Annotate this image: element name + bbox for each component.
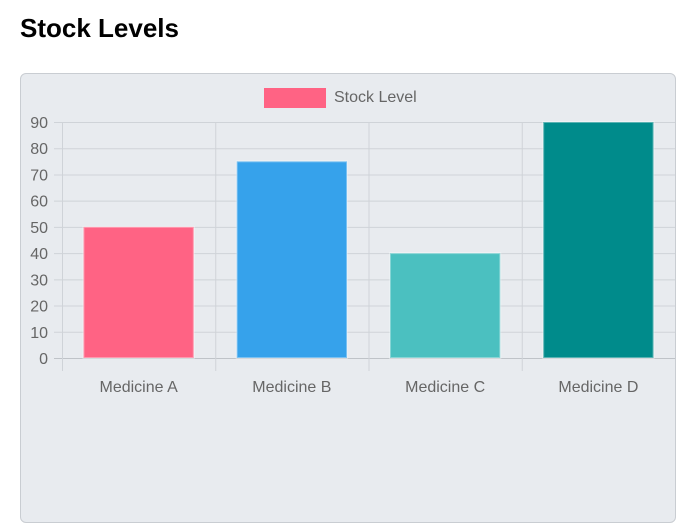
x-tick-label: Medicine B [252, 379, 331, 396]
bar [235, 160, 349, 360]
x-tick-label: Medicine D [558, 379, 638, 396]
y-tick-label: 40 [30, 246, 48, 263]
bar-chart: 0 10 20 30 40 50 60 70 80 90 Medicine A Medicine B M… [30, 115, 675, 396]
y-tick-label: 30 [30, 272, 48, 289]
legend-swatch [264, 88, 326, 108]
bar [542, 121, 655, 359]
y-tick-label: 50 [30, 220, 48, 237]
y-tick-label: 70 [30, 167, 48, 184]
y-tick-label: 90 [30, 115, 48, 132]
legend-label: Stock Level [334, 89, 417, 106]
chart-legend[interactable]: Stock Level [264, 87, 417, 109]
y-tick-label: 10 [30, 325, 48, 342]
page-title: Stock Levels [20, 13, 179, 43]
bar [388, 252, 502, 359]
y-tick-label: 80 [30, 141, 48, 158]
chart-card: Stock Level 0 10 20 30 40 50 60 70 80 90 Medicine … [20, 73, 676, 523]
x-tick-label: Medicine A [99, 379, 178, 396]
y-tick-label: 60 [30, 194, 48, 211]
y-tick-label: 0 [39, 351, 48, 368]
bar [82, 225, 195, 359]
y-tick-label: 20 [30, 299, 48, 316]
x-tick-label: Medicine C [405, 379, 485, 396]
